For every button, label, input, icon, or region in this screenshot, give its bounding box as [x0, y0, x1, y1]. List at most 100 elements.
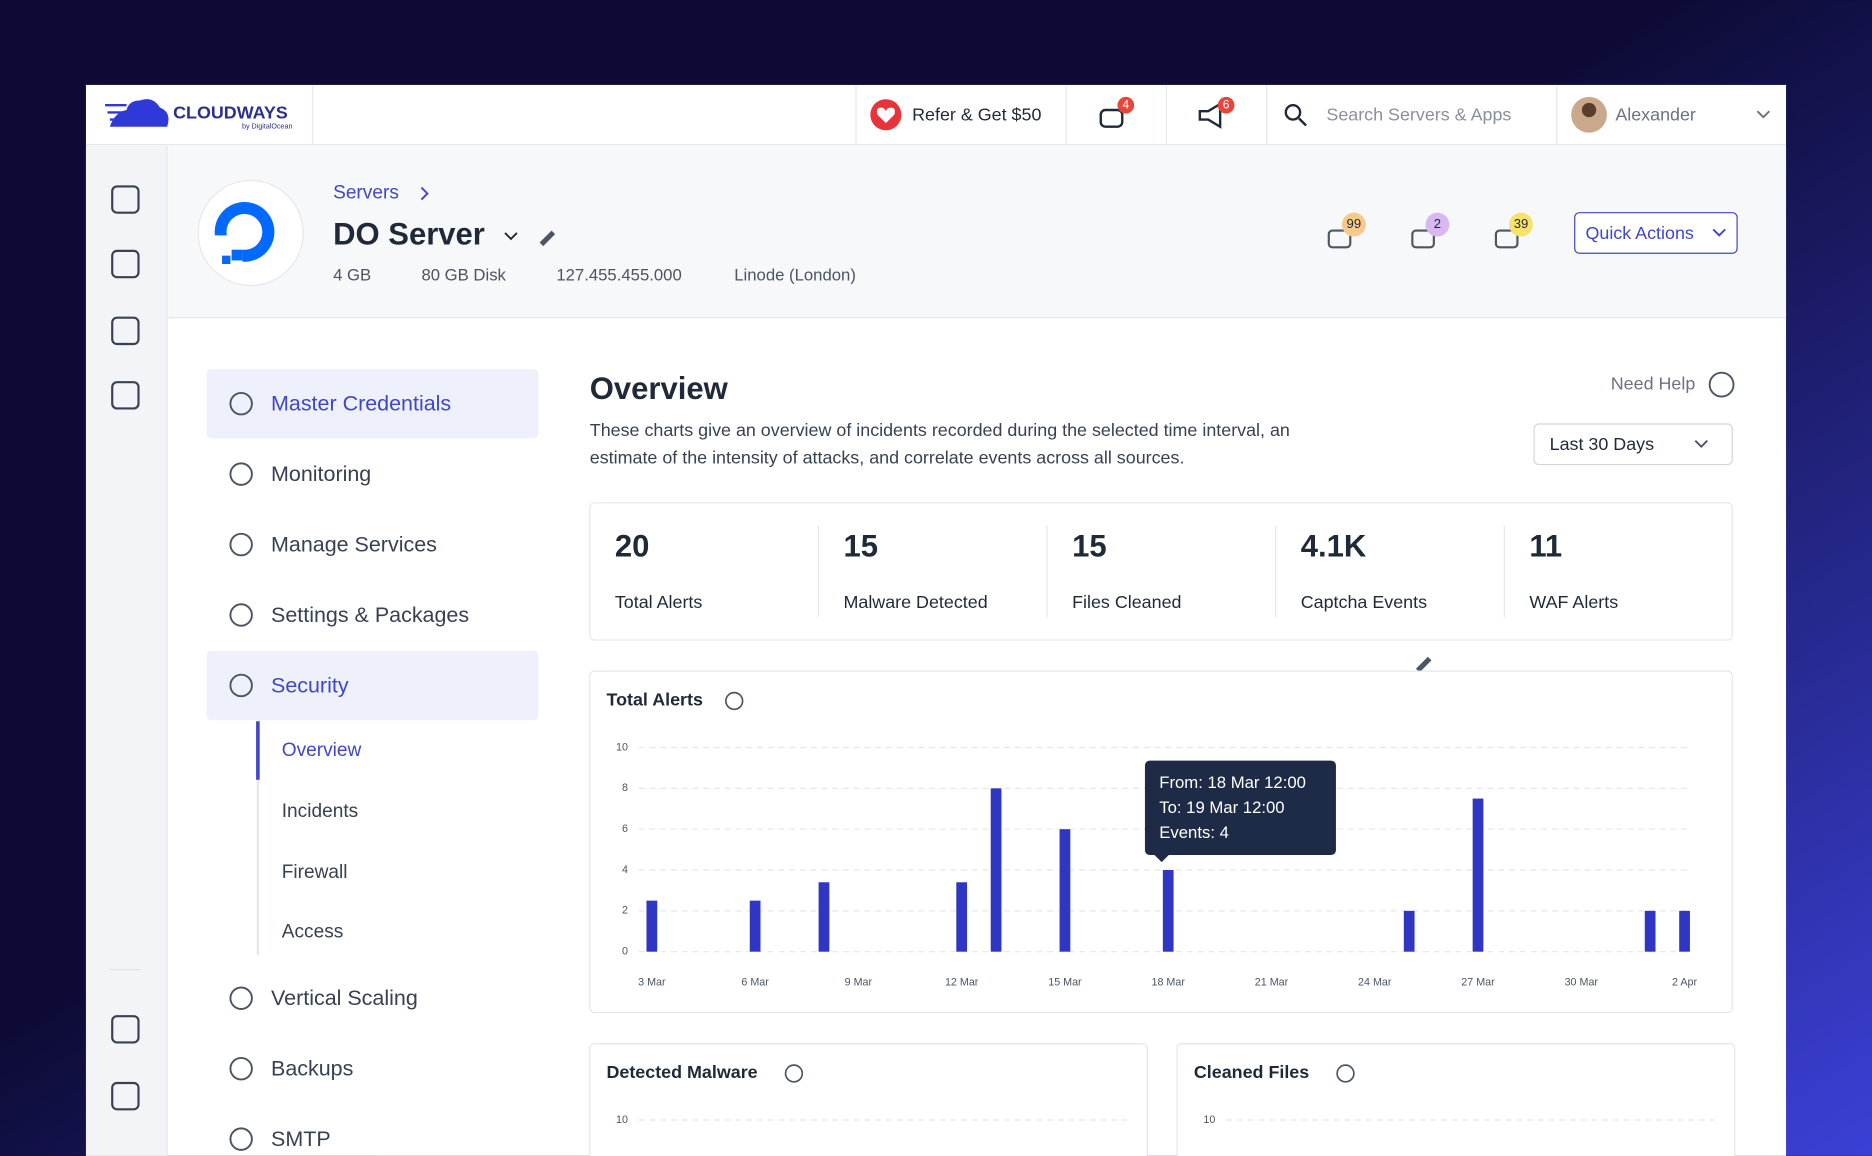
- chart-title: Total Alerts: [606, 690, 702, 710]
- menu-item[interactable]: Vertical Scaling: [271, 986, 418, 1010]
- notify-badge-dot: [1217, 96, 1235, 114]
- server-spec: Linode (London): [734, 265, 856, 284]
- menu-icon: [229, 391, 253, 416]
- quick-actions-label[interactable]: Quick Actions: [1585, 223, 1693, 243]
- stat-label: Files Cleaned: [1072, 592, 1181, 612]
- range-label: Last 30 Days: [1550, 434, 1654, 454]
- bar[interactable]: [1162, 870, 1174, 952]
- info-icon: [1336, 1064, 1355, 1083]
- chart-card: [1176, 1043, 1736, 1156]
- x-tick-label: 27 Mar: [1461, 977, 1495, 989]
- bar[interactable]: [1644, 910, 1656, 952]
- search-icon: [1284, 104, 1302, 121]
- bar[interactable]: [1059, 829, 1071, 952]
- menu-item-bg: [206, 369, 539, 439]
- bot-icon: [1099, 108, 1124, 128]
- bar[interactable]: [646, 900, 658, 952]
- menu-item[interactable]: Settings & Packages: [271, 603, 469, 627]
- bar[interactable]: [1679, 910, 1690, 952]
- menu-item[interactable]: Backups: [271, 1057, 353, 1081]
- bar[interactable]: [956, 882, 968, 952]
- bar[interactable]: [749, 900, 761, 952]
- page-description: These charts give an overview of inciden…: [590, 420, 1290, 440]
- submenu-item[interactable]: Overview: [282, 740, 362, 761]
- stat-value: 15: [843, 528, 878, 563]
- do-logo-sq: [222, 255, 231, 265]
- server-name: DO Server: [333, 217, 485, 252]
- server-spec: 127.455.455.000: [556, 265, 681, 284]
- server-spec: 4 GB: [333, 265, 371, 284]
- submenu-item[interactable]: Firewall: [282, 862, 348, 883]
- y-tick-label: 10: [616, 741, 628, 753]
- user-name[interactable]: Alexander: [1615, 105, 1696, 125]
- menu-icon: [229, 986, 253, 1010]
- icon-rail: [85, 145, 168, 1156]
- heart: [876, 107, 895, 124]
- y-tick-label: 0: [622, 946, 628, 958]
- edit-icon: [1415, 656, 1432, 673]
- submenu-item[interactable]: Access: [282, 922, 344, 943]
- search-icon-handle: [1298, 117, 1307, 127]
- breadcrumb-link[interactable]: Servers: [333, 183, 399, 204]
- page-description: estimate of the intensity of attacks, an…: [590, 447, 1185, 467]
- info-icon: [725, 691, 744, 711]
- stat-value: 20: [615, 528, 650, 563]
- menu-item[interactable]: Manage Services: [271, 532, 437, 556]
- x-tick-label: 12 Mar: [945, 977, 979, 989]
- tooltip-pointer: [1154, 854, 1169, 863]
- menu-item[interactable]: Security: [271, 673, 349, 697]
- tooltip-line: Events: 4: [1159, 823, 1229, 842]
- bar[interactable]: [1403, 910, 1415, 952]
- menu-item[interactable]: Monitoring: [271, 462, 371, 486]
- logo-text: CLOUDWAYS: [173, 102, 288, 122]
- x-tick-label: 30 Mar: [1565, 977, 1599, 989]
- chevron-icon: [1694, 440, 1708, 449]
- header-badge: 99: [1347, 216, 1362, 231]
- stat-label: Total Alerts: [615, 592, 703, 612]
- stat-value: 15: [1072, 528, 1107, 563]
- logo-subtext: by DigitalOcean: [242, 123, 293, 131]
- header-badge-dot: [1341, 212, 1366, 237]
- server-spec: 80 GB Disk: [421, 265, 506, 284]
- x-tick-label: 15 Mar: [1048, 977, 1082, 989]
- rail-icon: [111, 1081, 140, 1111]
- menu-item[interactable]: SMTP: [271, 1127, 331, 1151]
- megaphone-icon: [1198, 101, 1222, 129]
- chevron-icon: [504, 232, 518, 241]
- page-title: Overview: [590, 371, 729, 406]
- menu-item[interactable]: Master Credentials: [271, 392, 451, 416]
- y-tick-label: 10: [616, 1114, 628, 1126]
- tooltip-line: From: 18 Mar 12:00: [1159, 773, 1306, 792]
- stats-card: [589, 502, 1733, 641]
- submenu-item[interactable]: Incidents: [282, 801, 358, 822]
- range-select: [1533, 423, 1733, 466]
- avatar-head: [1581, 102, 1597, 118]
- help-icon: [1708, 371, 1735, 398]
- help-link[interactable]: Need Help: [1611, 373, 1696, 393]
- x-tick-label: 24 Mar: [1358, 977, 1392, 989]
- bot-badge-dot: [1117, 96, 1135, 114]
- header-badge: 2: [1434, 216, 1441, 231]
- menu-item-bg: [206, 650, 539, 721]
- tooltip: [1144, 760, 1336, 855]
- quick-actions-button: [1574, 212, 1738, 254]
- header-icon: [1494, 229, 1519, 249]
- menu-icon: [229, 462, 253, 486]
- bar[interactable]: [818, 882, 830, 952]
- search-input[interactable]: Search Servers & Apps: [1326, 105, 1511, 125]
- rail-icon: [111, 185, 140, 214]
- chevron-icon: [1712, 228, 1726, 237]
- x-tick-label: 21 Mar: [1255, 977, 1289, 989]
- bar[interactable]: [1472, 798, 1484, 952]
- y-tick-label: 2: [622, 905, 628, 917]
- x-tick-label: 9 Mar: [845, 977, 873, 989]
- refer-link[interactable]: Refer & Get $50: [912, 105, 1041, 125]
- stat-label: Captcha Events: [1301, 592, 1427, 612]
- y-tick-label: 10: [1203, 1114, 1215, 1126]
- stat-value: 11: [1529, 528, 1562, 563]
- x-tick-label: 3 Mar: [638, 977, 666, 989]
- x-tick-label: 2 Apr: [1672, 977, 1697, 989]
- rail-icon: [111, 1015, 140, 1044]
- bar[interactable]: [990, 788, 1002, 952]
